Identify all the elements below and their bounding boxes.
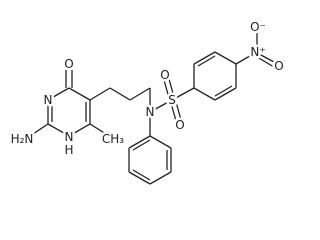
atom-label: O⁻	[250, 20, 266, 34]
atom-label: O	[64, 57, 73, 71]
atom-labels: O N H₂N N H CH₃ N S O O N⁺ O⁻ O	[8, 18, 286, 160]
atom-label: N⁺	[250, 45, 265, 59]
structure-diagram: O N H₂N N H CH₃ N S O O N⁺ O⁻ O	[8, 18, 286, 185]
atom-label: N	[44, 93, 53, 107]
atom-label: H	[64, 143, 73, 157]
atom-label: O	[274, 59, 283, 73]
atom-label: H₂N	[11, 132, 34, 146]
atom-label: N	[146, 105, 155, 119]
atom-label: O	[160, 68, 169, 82]
atom-label: N	[65, 130, 74, 144]
atom-label: S	[168, 93, 176, 107]
atom-label: O	[175, 118, 184, 132]
bonds	[29, 32, 277, 185]
atom-label: CH₃	[102, 132, 124, 146]
